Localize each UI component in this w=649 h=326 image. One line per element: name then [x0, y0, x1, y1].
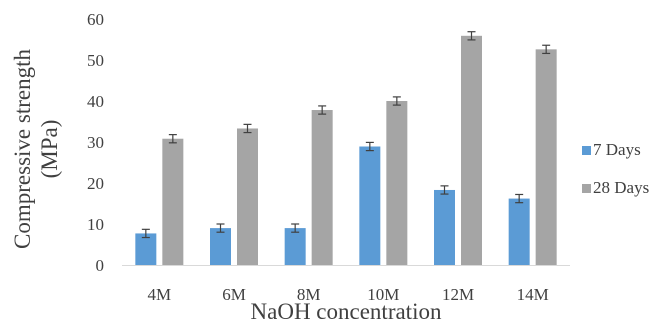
x-tick-label: 6M: [222, 285, 246, 304]
y-tick-label: 40: [87, 92, 104, 111]
y-axis-title-line-1: Compressive strength: [10, 49, 35, 249]
x-axis-title: NaOH concentration: [251, 299, 442, 324]
bars: [135, 35, 557, 266]
x-tick-label: 14M: [517, 285, 549, 304]
y-tick-label: 60: [87, 10, 104, 29]
y-tick-label: 20: [87, 174, 104, 193]
bar: [135, 233, 157, 265]
y-tick-label: 30: [87, 133, 104, 152]
y-tick-label: 50: [87, 51, 104, 70]
error-bars: [141, 31, 551, 239]
y-tick-label: 10: [87, 215, 104, 234]
bar: [237, 128, 258, 265]
bar: [284, 228, 306, 265]
bar: [311, 110, 333, 266]
x-tick-label: 10M: [367, 285, 399, 304]
y-tick-label: 0: [96, 256, 105, 275]
bar: [535, 49, 557, 266]
y-axis-title: Compressive strength (MPa): [10, 49, 62, 249]
legend-swatch: [582, 184, 591, 193]
bar: [359, 146, 381, 265]
x-tick-label: 12M: [442, 285, 474, 304]
bar: [434, 189, 455, 265]
legend: 7 Days 28 Days: [582, 140, 649, 197]
legend-label: 7 Days: [593, 140, 641, 159]
bar: [162, 138, 184, 265]
legend-label: 28 Days: [593, 178, 649, 197]
y-axis-title-line-2: (MPa): [37, 120, 62, 179]
bar: [210, 228, 231, 265]
bar: [461, 35, 482, 266]
x-axis-ticks: 4M 6M 8M 10M 12M 14M: [148, 285, 549, 304]
bar: [508, 198, 530, 265]
x-tick-label: 4M: [148, 285, 172, 304]
y-axis-ticks: 0 10 20 30 40 50 60: [87, 10, 104, 275]
legend-swatch: [582, 146, 591, 155]
x-tick-label: 8M: [297, 285, 321, 304]
bar: [386, 101, 408, 265]
